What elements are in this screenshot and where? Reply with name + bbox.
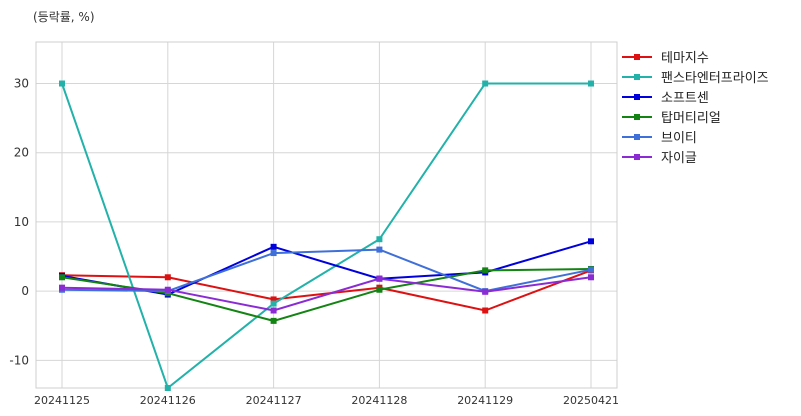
legend-swatch-marker xyxy=(634,134,640,140)
data-point xyxy=(270,317,277,324)
legend-swatch-marker xyxy=(634,154,640,160)
legend-label: 탑머티리얼 xyxy=(661,111,721,126)
data-point xyxy=(482,288,489,295)
legend-label: 팬스타엔터프라이즈 xyxy=(661,71,769,86)
data-point xyxy=(588,274,594,281)
data-point xyxy=(376,286,383,293)
legend-item: 탑머티리얼 xyxy=(622,111,721,126)
data-point xyxy=(270,243,277,250)
data-point xyxy=(588,266,594,273)
data-point xyxy=(588,80,594,87)
data-point xyxy=(59,284,65,291)
legend-swatch-marker xyxy=(634,114,640,120)
data-point xyxy=(482,80,489,87)
legend-label: 소프트센 xyxy=(661,91,709,106)
series-line xyxy=(61,248,592,293)
series-2 xyxy=(59,80,594,391)
data-point xyxy=(164,385,171,391)
data-point xyxy=(164,274,171,281)
x-tick-label: 20241127 xyxy=(246,394,302,407)
data-point xyxy=(59,274,65,281)
data-point xyxy=(270,300,277,307)
x-tick-label: 20250421 xyxy=(563,394,619,407)
y-tick-label: 20 xyxy=(14,146,29,160)
y-tick-label: 0 xyxy=(21,284,29,298)
y-tick-label: -10 xyxy=(9,353,29,367)
data-point xyxy=(164,286,171,293)
series-line xyxy=(61,276,592,312)
data-point xyxy=(270,250,277,257)
data-point xyxy=(270,296,277,303)
data-point xyxy=(376,236,383,243)
series-line xyxy=(61,269,592,312)
legend-swatch-marker xyxy=(634,74,640,80)
legend-swatch-marker xyxy=(634,54,640,60)
x-tick-label: 20241126 xyxy=(140,394,196,407)
data-point xyxy=(482,307,489,314)
legend-item: 테마지수 xyxy=(622,51,709,66)
legend-item: 팬스타엔터프라이즈 xyxy=(622,71,769,86)
data-point xyxy=(588,238,594,245)
x-tick-label: 20241125 xyxy=(34,394,90,407)
data-point xyxy=(59,80,65,87)
legend-label: 자이글 xyxy=(661,151,697,166)
x-tick-label: 20241129 xyxy=(457,394,513,407)
x-tick-label: 20241128 xyxy=(351,394,407,407)
legend-label: 브이티 xyxy=(661,131,697,146)
data-point xyxy=(270,307,277,314)
unit-label: (등락률, %) xyxy=(33,10,95,24)
y-tick-label: 10 xyxy=(14,215,29,229)
legend-item: 자이글 xyxy=(622,151,697,166)
legend-label: 테마지수 xyxy=(661,51,709,66)
series-line xyxy=(61,82,591,390)
data-point xyxy=(376,275,383,282)
data-point xyxy=(482,267,489,274)
series-6 xyxy=(59,274,594,314)
legend-item: 소프트센 xyxy=(622,91,709,106)
grid xyxy=(36,42,617,388)
legend-item: 브이티 xyxy=(622,131,697,146)
y-tick-label: 30 xyxy=(14,77,29,91)
data-point xyxy=(376,246,383,253)
plot-frame xyxy=(35,41,618,389)
legend-swatch-marker xyxy=(634,94,640,100)
